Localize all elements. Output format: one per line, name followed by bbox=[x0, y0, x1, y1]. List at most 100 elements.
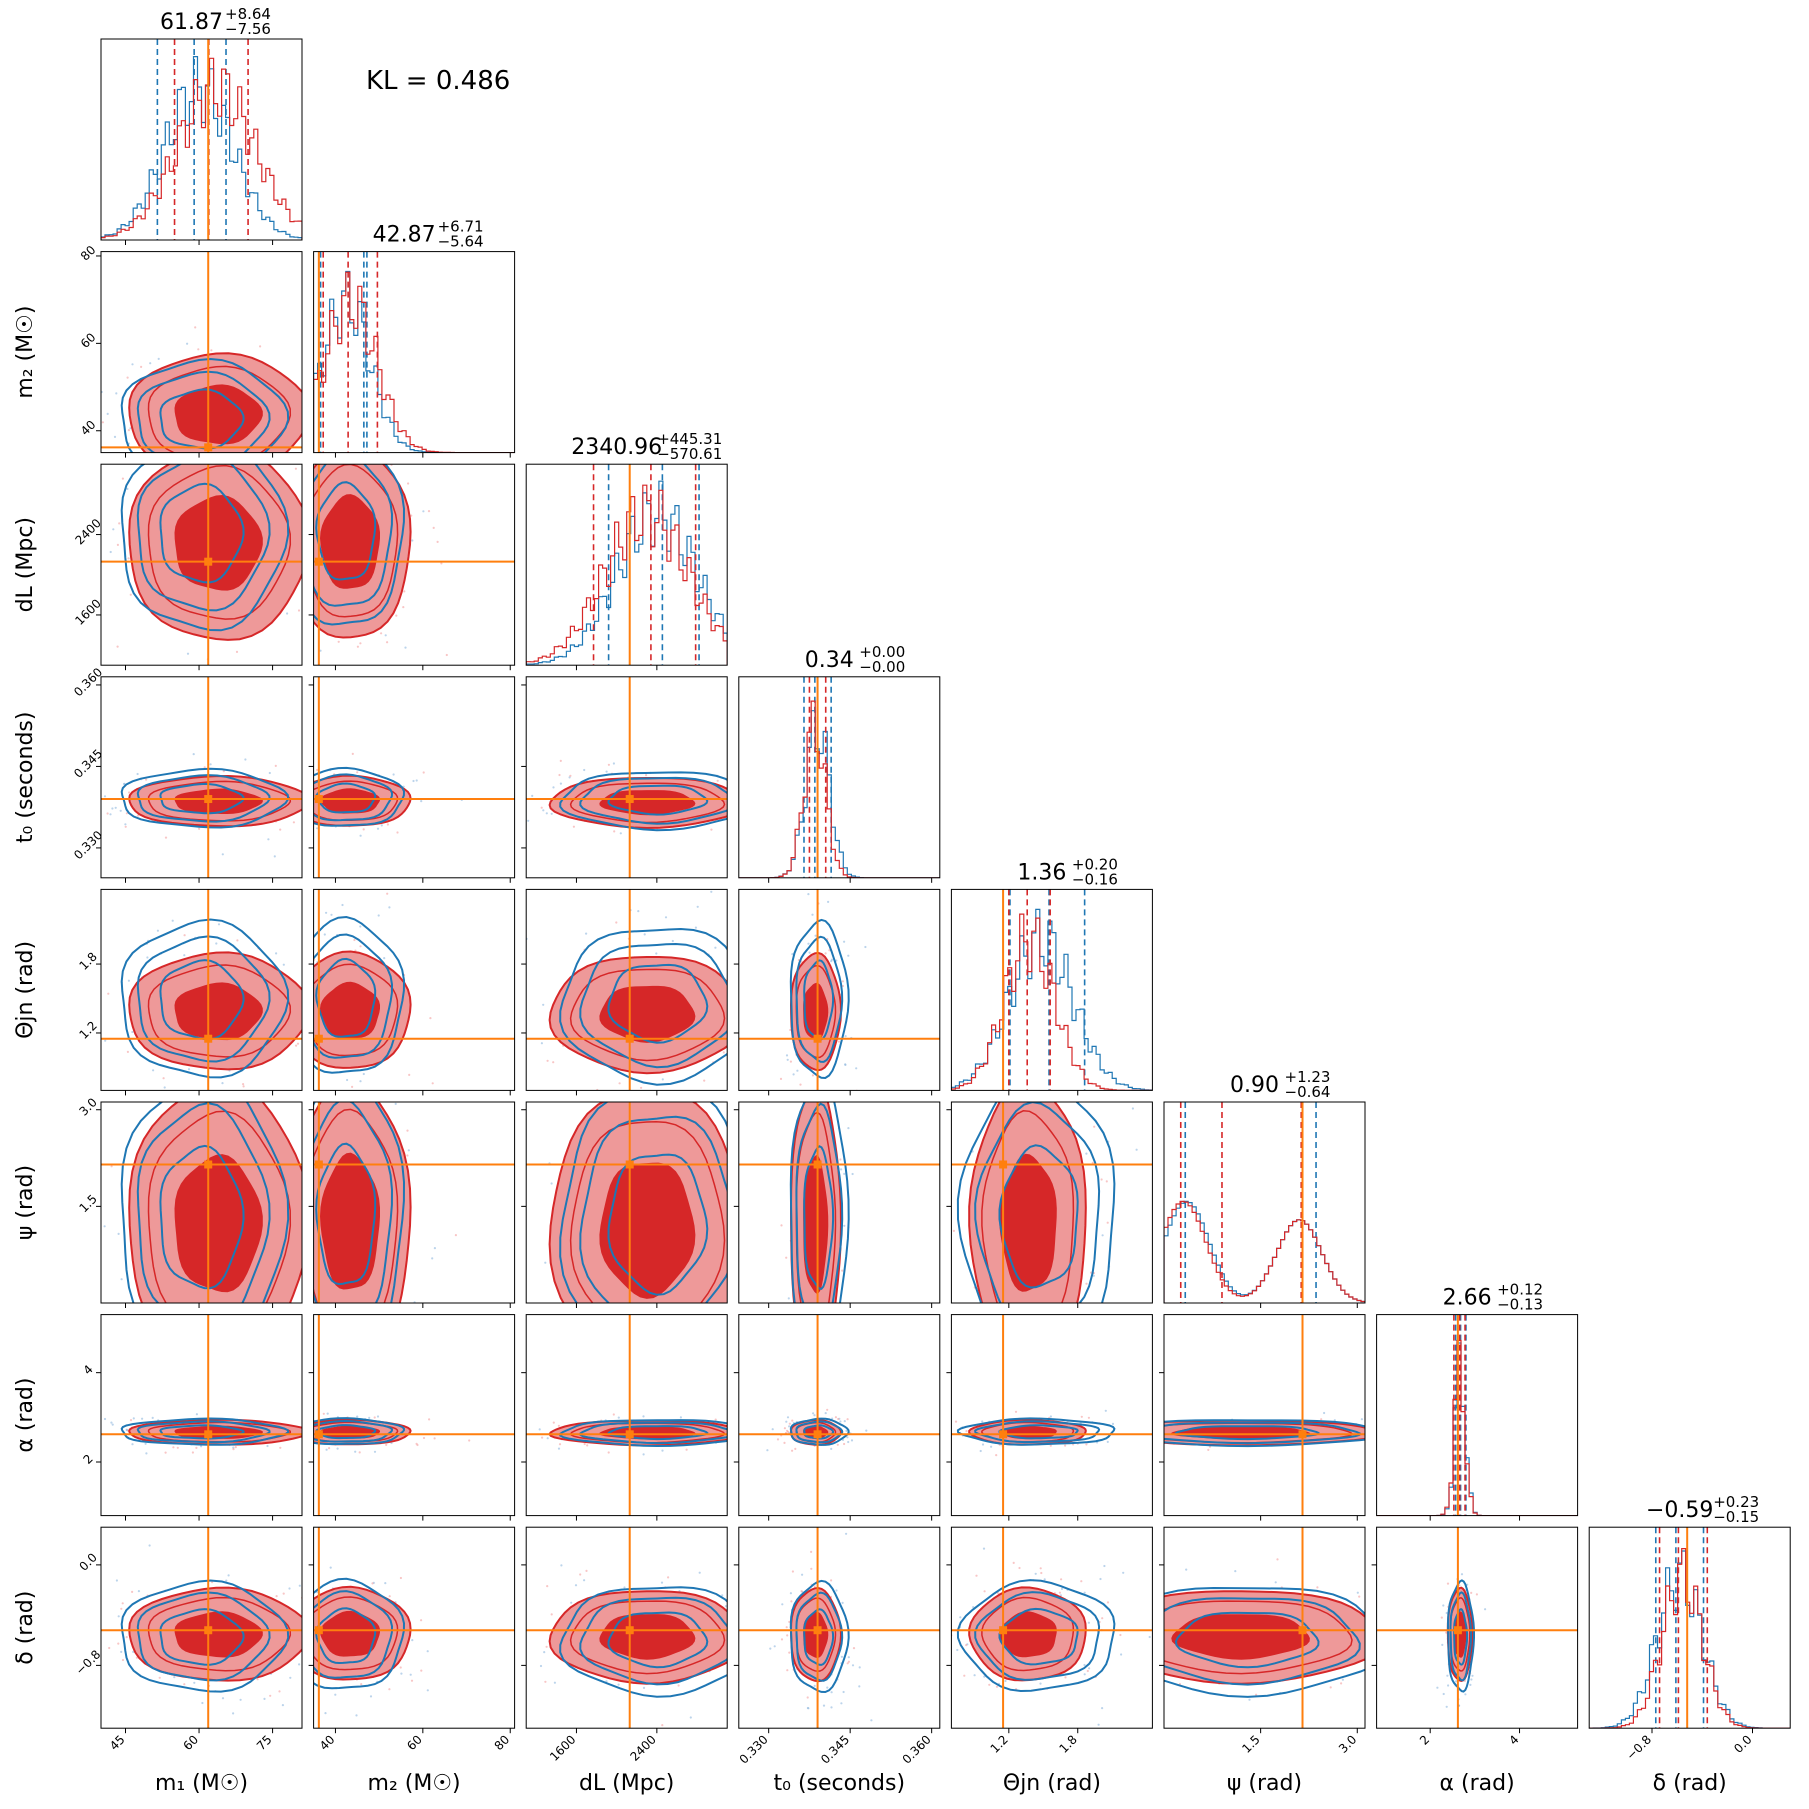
scatter-dot bbox=[203, 457, 205, 459]
scatter-dot bbox=[1155, 1637, 1157, 1639]
truth-marker bbox=[1453, 1626, 1462, 1635]
scatter-dot bbox=[304, 993, 306, 995]
scatter-dot bbox=[305, 1632, 307, 1634]
scatter-dot bbox=[1407, 1621, 1409, 1623]
scatter-dot bbox=[787, 1451, 789, 1453]
scatter-dot bbox=[296, 1042, 300, 1045]
panel-4-0: 1.2 1.8 bbox=[76, 888, 303, 1096]
scatter-dot bbox=[858, 1666, 861, 1669]
scatter-dot bbox=[841, 1269, 844, 1272]
x-tick-label: 60 bbox=[180, 1732, 201, 1753]
y-axis-label-5: ψ (rad) bbox=[13, 1165, 38, 1240]
x-tick-label: 3.0 bbox=[1336, 1732, 1359, 1755]
scatter-dot bbox=[824, 952, 827, 955]
scatter-dot bbox=[140, 365, 143, 368]
scatter-dot bbox=[847, 1660, 851, 1663]
scatter-dot bbox=[267, 838, 270, 841]
scatter-dot bbox=[137, 1590, 140, 1593]
scatter-dot bbox=[811, 885, 813, 887]
scatter-dot bbox=[86, 453, 88, 455]
scatter-dot bbox=[310, 1673, 312, 1675]
scatter-dot bbox=[115, 1579, 118, 1582]
scatter-dot bbox=[1113, 1447, 1115, 1449]
contour-fill-inner bbox=[599, 1614, 696, 1660]
scatter-dot bbox=[368, 1416, 371, 1419]
panel-3-1 bbox=[256, 676, 516, 883]
panel-5-0: 1.5 3.0 bbox=[76, 1095, 303, 1363]
scatter-dot bbox=[195, 1413, 198, 1416]
scatter-dot bbox=[386, 419, 388, 421]
scatter-dot bbox=[304, 576, 306, 578]
scatter-dot bbox=[282, 902, 284, 904]
scatter-dot bbox=[550, 812, 553, 815]
scatter-dot bbox=[954, 1420, 958, 1423]
scatter-dot bbox=[151, 1416, 154, 1419]
scatter-dot bbox=[1083, 1591, 1086, 1594]
contour-line-blue-0 bbox=[313, 766, 406, 827]
y-tick-label: 4 bbox=[81, 1362, 96, 1377]
scatter-dot bbox=[972, 1606, 975, 1609]
panel-title-minus-5: −0.64 bbox=[1285, 1083, 1331, 1101]
scatter-dot bbox=[371, 1582, 374, 1585]
scatter-dot bbox=[559, 759, 562, 763]
scatter-dot bbox=[797, 798, 799, 800]
scatter-dot bbox=[491, 1426, 493, 1428]
scatter-dot bbox=[1043, 1578, 1046, 1581]
scatter-dot bbox=[679, 1076, 681, 1078]
scatter-dot bbox=[353, 1303, 355, 1305]
scatter-dot bbox=[146, 956, 149, 959]
y-tick-label: 0.345 bbox=[71, 747, 105, 781]
contour-line-blue-2 bbox=[607, 1153, 709, 1296]
scatter-dot bbox=[235, 650, 239, 654]
scatter-dot bbox=[967, 1322, 969, 1324]
scatter-dot bbox=[1469, 1683, 1472, 1686]
scatter-dot bbox=[1101, 1707, 1104, 1710]
contour-line-blue-2 bbox=[803, 1424, 835, 1440]
panel-7-1: 40 60 80 bbox=[305, 1526, 516, 1753]
scatter-dot bbox=[275, 952, 278, 955]
scatter-dot bbox=[734, 796, 736, 798]
scatter-dot bbox=[290, 1443, 292, 1445]
scatter-dot bbox=[970, 1353, 972, 1355]
scatter-dot bbox=[90, 780, 92, 782]
scatter-dot bbox=[307, 798, 309, 800]
scatter-dot bbox=[445, 653, 448, 657]
scatter-dot bbox=[103, 1225, 106, 1228]
scatter-dot bbox=[79, 1006, 81, 1008]
scatter-dot bbox=[1130, 1706, 1132, 1708]
scatter-dot bbox=[751, 1076, 753, 1078]
scatter-dot bbox=[126, 1050, 129, 1053]
scatter-dot bbox=[800, 1590, 803, 1593]
scatter-dot bbox=[242, 1085, 245, 1088]
scatter-dot bbox=[1441, 1643, 1444, 1646]
scatter-dot bbox=[830, 1447, 833, 1450]
panel-title-plus-7: +0.23 bbox=[1713, 1493, 1759, 1511]
scatter-dot bbox=[356, 438, 358, 440]
panel-frame bbox=[950, 1526, 1153, 1729]
scatter-dot bbox=[324, 759, 326, 761]
panel-title-4: 1.36 bbox=[1017, 860, 1066, 885]
scatter-dot bbox=[520, 1240, 522, 1242]
scatter-dot bbox=[846, 1418, 849, 1421]
scatter-dot bbox=[1446, 1582, 1450, 1585]
scatter-dot bbox=[785, 1054, 789, 1057]
scatter-dot bbox=[1116, 1650, 1118, 1652]
truth-marker bbox=[813, 1034, 822, 1043]
scatter-dot bbox=[369, 1695, 373, 1698]
x-tick-label: 1.5 bbox=[1239, 1732, 1262, 1755]
scatter-dot bbox=[773, 1183, 775, 1185]
scatter-dot bbox=[1052, 1305, 1054, 1307]
scatter-dot bbox=[183, 1361, 185, 1363]
scatter-dot bbox=[778, 1385, 780, 1387]
scatter-dot bbox=[611, 1371, 613, 1373]
scatter-dot bbox=[1139, 1623, 1141, 1625]
scatter-dot bbox=[1111, 1422, 1115, 1425]
scatter-dot bbox=[742, 1417, 744, 1419]
scatter-dot bbox=[1137, 1415, 1139, 1417]
y-axis-label-4: Θjn (rad) bbox=[13, 941, 38, 1039]
scatter-dot bbox=[841, 1601, 844, 1604]
scatter-dot bbox=[1039, 1682, 1042, 1685]
panel-frame bbox=[313, 251, 516, 454]
panel-frame bbox=[1588, 1526, 1791, 1729]
scatter-dot bbox=[256, 825, 258, 827]
